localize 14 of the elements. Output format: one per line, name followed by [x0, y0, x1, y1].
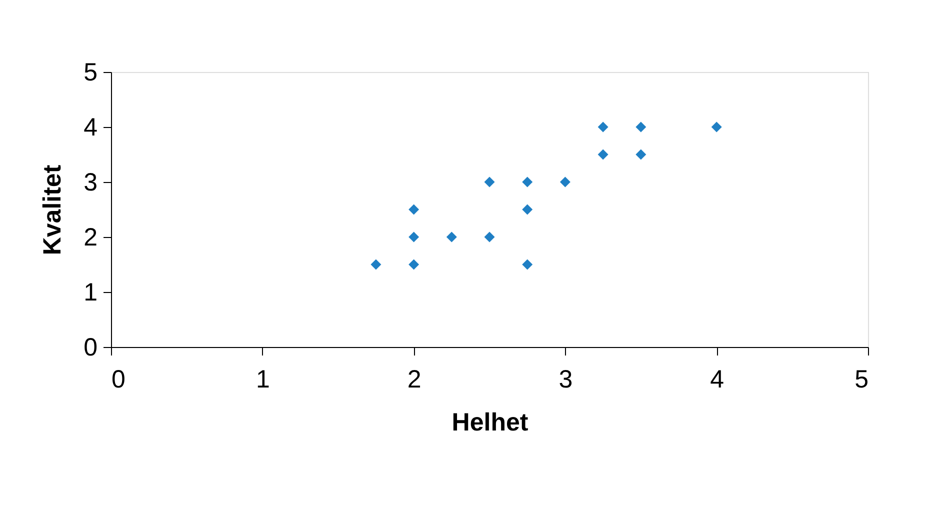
y-axis-title: Kvalitet [38, 164, 67, 256]
y-tick-label: 1 [84, 278, 98, 306]
x-tick-label: 3 [558, 366, 573, 394]
x-tick-label: 5 [854, 366, 868, 394]
y-tick-label: 0 [84, 334, 98, 362]
y-tick-label: 4 [84, 114, 98, 142]
x-axis-title: Helhet [452, 408, 529, 436]
y-tick-label: 5 [84, 58, 98, 86]
x-tick-label: 1 [256, 366, 270, 394]
y-tick-label: 3 [84, 168, 98, 196]
x-tick-label: 4 [710, 366, 724, 394]
y-tick-label: 2 [84, 224, 98, 252]
x-tick-label: 2 [407, 366, 422, 394]
x-tick-label: 0 [112, 366, 126, 394]
